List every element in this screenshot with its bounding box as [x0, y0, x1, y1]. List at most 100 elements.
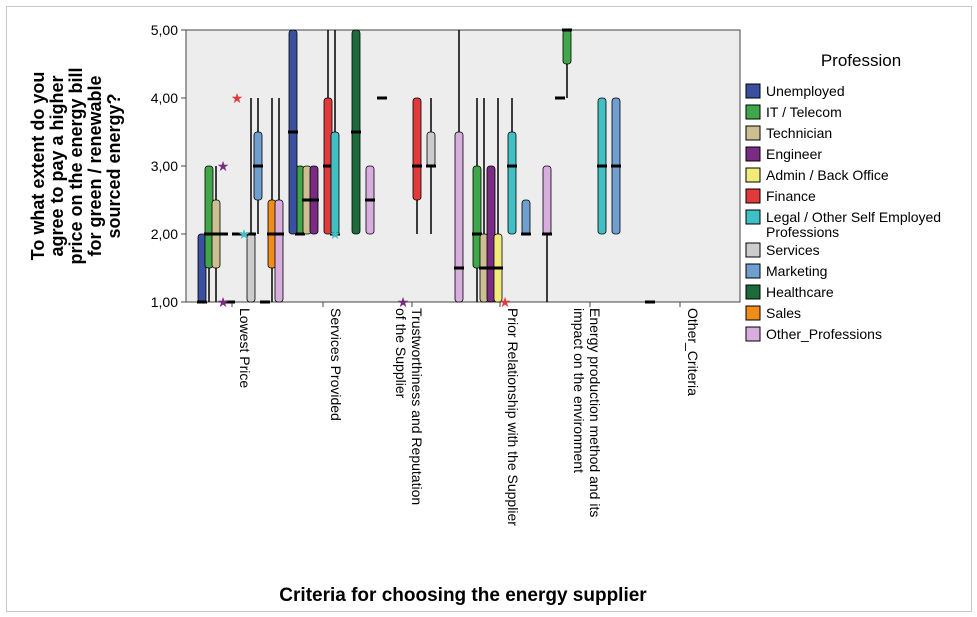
legend-swatch [745, 104, 761, 120]
y-axis-title-line: price on the energy bill [66, 67, 86, 264]
legend-swatch [745, 263, 761, 279]
x-category-label-line: Lowest Price [237, 308, 253, 388]
box-it-telecom [472, 98, 482, 302]
legend-swatch [745, 284, 761, 300]
box-unemployed [197, 233, 207, 304]
box-legal-other-self-employed-professions [507, 98, 517, 235]
legend-swatch [745, 326, 761, 342]
box-body [562, 29, 572, 65]
x-category-label-line: Services Provided [328, 308, 344, 421]
box-legal-other-self-employed-professions [330, 30, 340, 236]
legend-item: Legal / Other Self Employed Professions [745, 209, 941, 240]
outlier-star-icon: ★ [499, 294, 512, 310]
x-category-label-line: Energy production method and its [587, 308, 603, 517]
legend-item: Healthcare [745, 284, 834, 300]
legend-item: Sales [745, 305, 801, 321]
legend-swatch [745, 209, 761, 225]
legend-item: Unemployed [745, 83, 845, 99]
legend-item: Services [745, 242, 820, 258]
x-category-label: Prior Relationship with the Supplier [505, 308, 521, 526]
x-category-label: Lowest Price [237, 308, 253, 388]
box-unemployed [555, 96, 565, 100]
box-legal-other-self-employed-professions [597, 97, 607, 235]
box-body [246, 233, 256, 303]
outliers-layer: ★ ★ ★ ★ ★ ★ ★ [217, 90, 512, 310]
box-marketing [253, 98, 263, 234]
legend-label: Technician [766, 125, 832, 141]
legend-swatch [745, 83, 761, 99]
legend-title: Profession [821, 51, 901, 70]
legend-swatch [745, 146, 761, 162]
box-services [246, 98, 256, 303]
x-axis-title: Criteria for choosing the energy supplie… [279, 585, 647, 606]
outlier-star-icon: ★ [329, 226, 342, 242]
box-body [507, 131, 517, 235]
legend: Unemployed IT / Telecom Technician Engineer… [745, 83, 941, 342]
y-tick-label: 2,00 [151, 226, 178, 242]
legend-item: Marketing [745, 263, 827, 279]
x-category-label: Trustworthiness and Reputationof the Sup… [393, 308, 425, 505]
legend-swatch [745, 167, 761, 183]
legend-item: IT / Telecom [745, 104, 842, 120]
box-other-professions [542, 165, 552, 302]
box-other-professions [365, 165, 375, 235]
box-body [274, 199, 284, 303]
legend-item: Other_Professions [745, 326, 882, 342]
y-axis-title-line: To what extent do you [28, 72, 48, 261]
box-it-telecom [562, 28, 572, 98]
box-body [472, 165, 482, 269]
box-engineer [218, 232, 228, 236]
box-body [426, 131, 436, 167]
legend-label: IT / Telecom [766, 104, 842, 120]
x-axis-category-labels: Lowest Price Services Provided Trustworthi… [231, 302, 701, 526]
box-marketing [611, 97, 621, 235]
y-tick-label: 5,00 [151, 22, 178, 38]
box-body [521, 199, 531, 235]
legend-label: Marketing [766, 263, 827, 279]
box-body [542, 165, 552, 235]
legend-swatch [745, 242, 761, 258]
y-axis-title-line: sourced energy? [104, 93, 124, 238]
box-body [330, 131, 340, 235]
box-healthcare [260, 300, 270, 304]
legend-item: Engineer [745, 146, 822, 162]
box-marketing [521, 199, 531, 236]
box-it-telecom [204, 165, 214, 302]
y-axis: 1,00 2,00 3,00 4,00 5,00 [151, 22, 186, 310]
legend-label: Sales [766, 305, 801, 321]
box-technician [479, 98, 489, 303]
legend-label: Finance [766, 188, 816, 204]
box-admin-back-office [493, 98, 503, 303]
box-unemployed [377, 96, 387, 100]
y-axis-title: To what extent do youagree to pay a high… [28, 67, 124, 264]
legend-label: Unemployed [766, 83, 845, 99]
box-engineer [309, 165, 319, 235]
box-technician [211, 166, 221, 302]
legend-label: Admin / Back Office [766, 167, 889, 183]
box-sales [267, 98, 277, 302]
legend-item: Finance [745, 188, 816, 204]
outlier-star-icon: ★ [238, 226, 251, 242]
outlier-star-icon: ★ [217, 158, 230, 174]
box-body [412, 97, 422, 201]
box-other-professions [454, 30, 464, 303]
x-category-label: Energy production method and itsimpact o… [571, 308, 603, 517]
legend-item: Admin / Back Office [745, 167, 889, 183]
box-body [454, 131, 464, 303]
legend-label: Engineer [766, 146, 822, 162]
outlier-star-icon: ★ [217, 294, 230, 310]
legend-label: Other_Professions [766, 326, 882, 342]
chart-frame [6, 6, 972, 612]
y-axis-title-line: for green / renewable [85, 75, 105, 256]
legend-label: Legal / Other Self Employed Professions [766, 209, 941, 240]
y-axis-title-line: agree to pay a higher [47, 75, 67, 256]
x-category-label-line: Trustworthiness and Reputation [409, 308, 425, 505]
legend-label: Services [766, 242, 820, 258]
x-category-label: Services Provided [328, 308, 344, 421]
y-tick-label: 3,00 [151, 158, 178, 174]
y-tick-label: 1,00 [151, 294, 178, 310]
box-services [426, 98, 436, 234]
y-tick-label: 4,00 [151, 90, 178, 106]
box-unemployed [645, 300, 655, 304]
